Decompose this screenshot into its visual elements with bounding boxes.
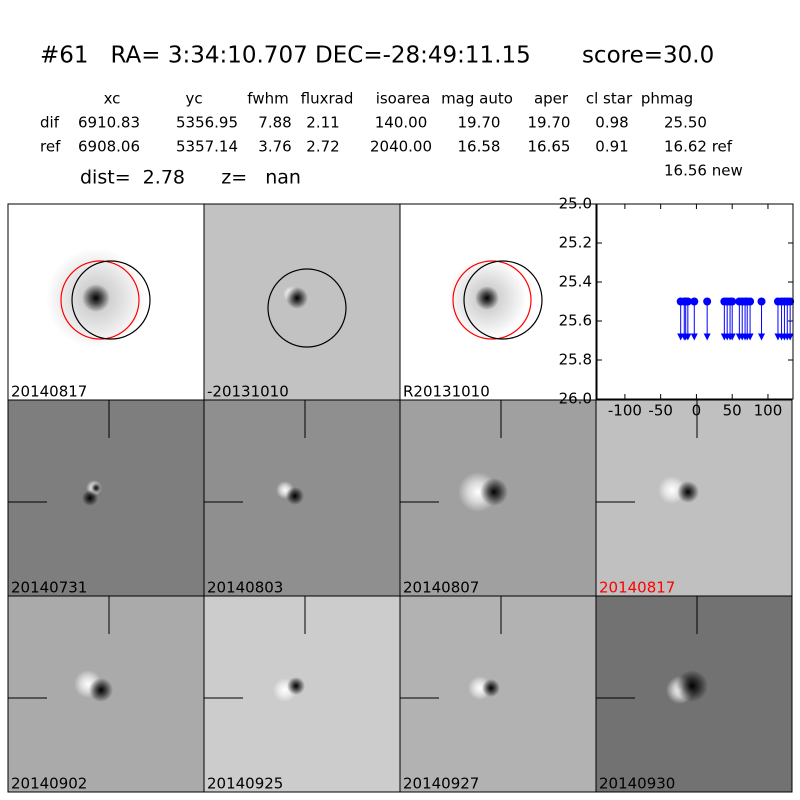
- cell: 16.65: [528, 138, 571, 156]
- stamp-label: 20140817: [11, 383, 87, 401]
- cell: 25.50: [664, 114, 707, 132]
- stamp-label: 20140731: [11, 579, 87, 597]
- stamp-background: [400, 596, 596, 792]
- cell: 2040.00: [370, 138, 432, 156]
- cell: 7.88: [258, 114, 291, 132]
- stamp-label: -20131010: [207, 383, 289, 401]
- cell: 6910.83: [78, 114, 140, 132]
- column-header: yc: [185, 90, 202, 108]
- stamp-label: 20140930: [599, 775, 675, 793]
- source-blob: [82, 284, 110, 312]
- cell: 2.72: [306, 138, 339, 156]
- source-blob: [91, 483, 101, 493]
- arrow-head: [690, 333, 698, 341]
- y-tick-label: 25.0: [559, 195, 592, 213]
- stamp-label: R20131010: [403, 383, 490, 401]
- point: [786, 297, 795, 306]
- x-tick-label: 100: [754, 402, 783, 420]
- point: [757, 297, 766, 306]
- y-tick-label: 25.6: [559, 312, 592, 330]
- title: #61 RA= 3:34:10.707 DEC=-28:49:11.15 sco…: [40, 43, 714, 69]
- source-blob: [286, 287, 308, 309]
- x-tick-label: 0: [692, 402, 702, 420]
- cell: 16.58: [458, 138, 501, 156]
- source-blob: [676, 670, 708, 702]
- arrow-head: [746, 333, 754, 341]
- row-label: dif: [40, 114, 60, 132]
- stamp-background: [204, 596, 400, 792]
- y-tick-label: 25.4: [559, 273, 592, 291]
- point: [690, 297, 699, 306]
- dif-circle: [463, 260, 543, 340]
- cell: 5356.95: [176, 114, 238, 132]
- ref-circle: [452, 260, 532, 340]
- y-tick-label: 26.0: [559, 390, 592, 408]
- source-blob: [482, 679, 500, 697]
- source-blob: [475, 286, 499, 310]
- plot: 25.0 25.2 25.4 25.6 25.8 26.0 -100 -50 0 50 100: [559, 195, 795, 420]
- stamps: [7, 203, 793, 793]
- point: [746, 297, 755, 306]
- column-header: isoarea: [376, 90, 431, 108]
- plot-frame: [596, 203, 794, 400]
- stamp-background: [8, 400, 204, 596]
- dif-circle: [71, 260, 151, 340]
- stamp-frame: [595, 595, 793, 793]
- x-tick-label: 50: [723, 402, 742, 420]
- source-blob: [82, 490, 98, 506]
- ref-circle: [60, 260, 140, 340]
- dist: dist= 2.78 z= nan: [80, 167, 301, 189]
- cell: 19.70: [458, 114, 501, 132]
- column-header: mag auto: [441, 90, 513, 108]
- source-blob: [677, 481, 699, 503]
- cell: 16.62 ref: [664, 138, 733, 156]
- row-label: ref: [40, 138, 61, 156]
- cell: 2.11: [306, 114, 339, 132]
- source-blob: [287, 677, 305, 695]
- arrow-head: [684, 333, 692, 341]
- x-tick-label: -100: [608, 402, 642, 420]
- y-tick-label: 25.8: [559, 351, 592, 369]
- point: [703, 297, 712, 306]
- cell: 0.91: [595, 138, 628, 156]
- source-blob: [480, 478, 508, 506]
- cell: 5357.14: [176, 138, 238, 156]
- stamp-label: 20140803: [207, 579, 283, 597]
- cell: 0.98: [595, 114, 628, 132]
- column-header: aper: [534, 90, 569, 108]
- y-tick-label: 25.2: [559, 234, 592, 252]
- column-header: fluxrad: [301, 90, 354, 108]
- column-header: xc: [104, 90, 121, 108]
- column-header: fwhm: [247, 90, 288, 108]
- point: [683, 297, 692, 306]
- stamp-label: 20140927: [403, 775, 479, 793]
- source-blob: [286, 487, 304, 505]
- column-header: cl star: [586, 90, 633, 108]
- stamp-label: 20140807: [403, 579, 479, 597]
- arrow-head: [758, 333, 766, 341]
- stamp-label: 20140925: [207, 775, 283, 793]
- column-header: phmag: [641, 90, 693, 108]
- cell: 140.00: [375, 114, 428, 132]
- dif-circle: [267, 268, 347, 348]
- cell: 3.76: [258, 138, 291, 156]
- cell: 6908.06: [78, 138, 140, 156]
- point: [728, 297, 737, 306]
- x-tick-label: -50: [648, 402, 673, 420]
- phmag-new: 16.56 new: [664, 162, 743, 180]
- arrow-head: [703, 333, 711, 341]
- cell: 19.70: [528, 114, 571, 132]
- stamp-label: 20140902: [11, 775, 87, 793]
- arrow-head: [728, 333, 736, 341]
- source-blob: [89, 678, 113, 702]
- arrow-head: [786, 333, 794, 341]
- stamp-label: 20140817: [599, 579, 675, 597]
